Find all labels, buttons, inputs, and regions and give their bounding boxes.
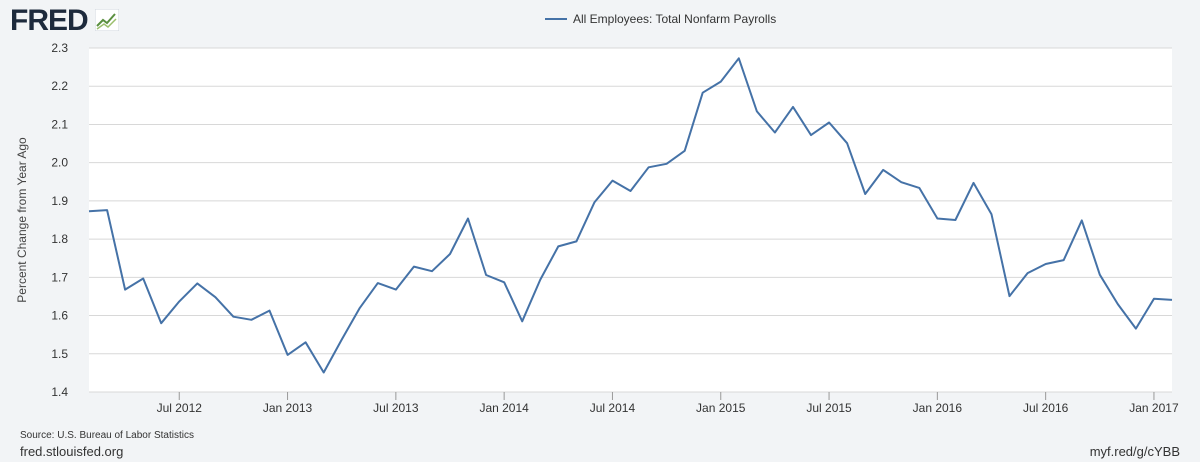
y-tick-label: 1.8 [51, 232, 68, 246]
y-tick-label: 1.9 [51, 194, 68, 208]
fred-logo[interactable]: FRED [10, 4, 89, 37]
y-tick-label: 2.1 [51, 117, 68, 131]
legend-series-label: All Employees: Total Nonfarm Payrolls [573, 12, 777, 26]
y-axis-label: Percent Change from Year Ago [15, 137, 29, 303]
x-tick-label: Jul 2012 [157, 401, 203, 415]
site-link[interactable]: fred.stlouisfed.org [20, 444, 124, 459]
short-link[interactable]: myf.red/g/cYBB [1089, 444, 1180, 459]
y-tick-label: 1.6 [51, 309, 68, 323]
x-tick-label: Jan 2017 [1129, 401, 1179, 415]
series-line-nonfarm-payrolls[interactable] [88, 57, 1173, 374]
x-tick-label: Jan 2015 [696, 401, 746, 415]
fred-trend-icon [95, 9, 119, 31]
y-tick-label: 2.3 [51, 41, 68, 55]
x-tick-label: Jul 2013 [373, 401, 419, 415]
plot-area [89, 48, 1172, 392]
x-tick-label: Jan 2016 [913, 401, 963, 415]
x-tick-label: Jul 2014 [590, 401, 636, 415]
y-tick-label: 1.7 [51, 270, 68, 284]
x-tick-label: Jul 2015 [806, 401, 852, 415]
chart-legend[interactable]: All Employees: Total Nonfarm Payrolls [545, 12, 776, 26]
x-tick-label: Jan 2013 [263, 401, 313, 415]
y-tick-label: 1.4 [51, 385, 68, 399]
x-tick-label: Jul 2016 [1023, 401, 1069, 415]
y-tick-label: 1.5 [51, 347, 68, 361]
y-tick-label: 2.0 [51, 156, 68, 170]
source-note[interactable]: Source: U.S. Bureau of Labor Statistics [20, 430, 194, 441]
y-tick-label: 2.2 [51, 79, 68, 93]
legend-swatch [545, 18, 567, 20]
x-tick-label: Jan 2014 [479, 401, 529, 415]
